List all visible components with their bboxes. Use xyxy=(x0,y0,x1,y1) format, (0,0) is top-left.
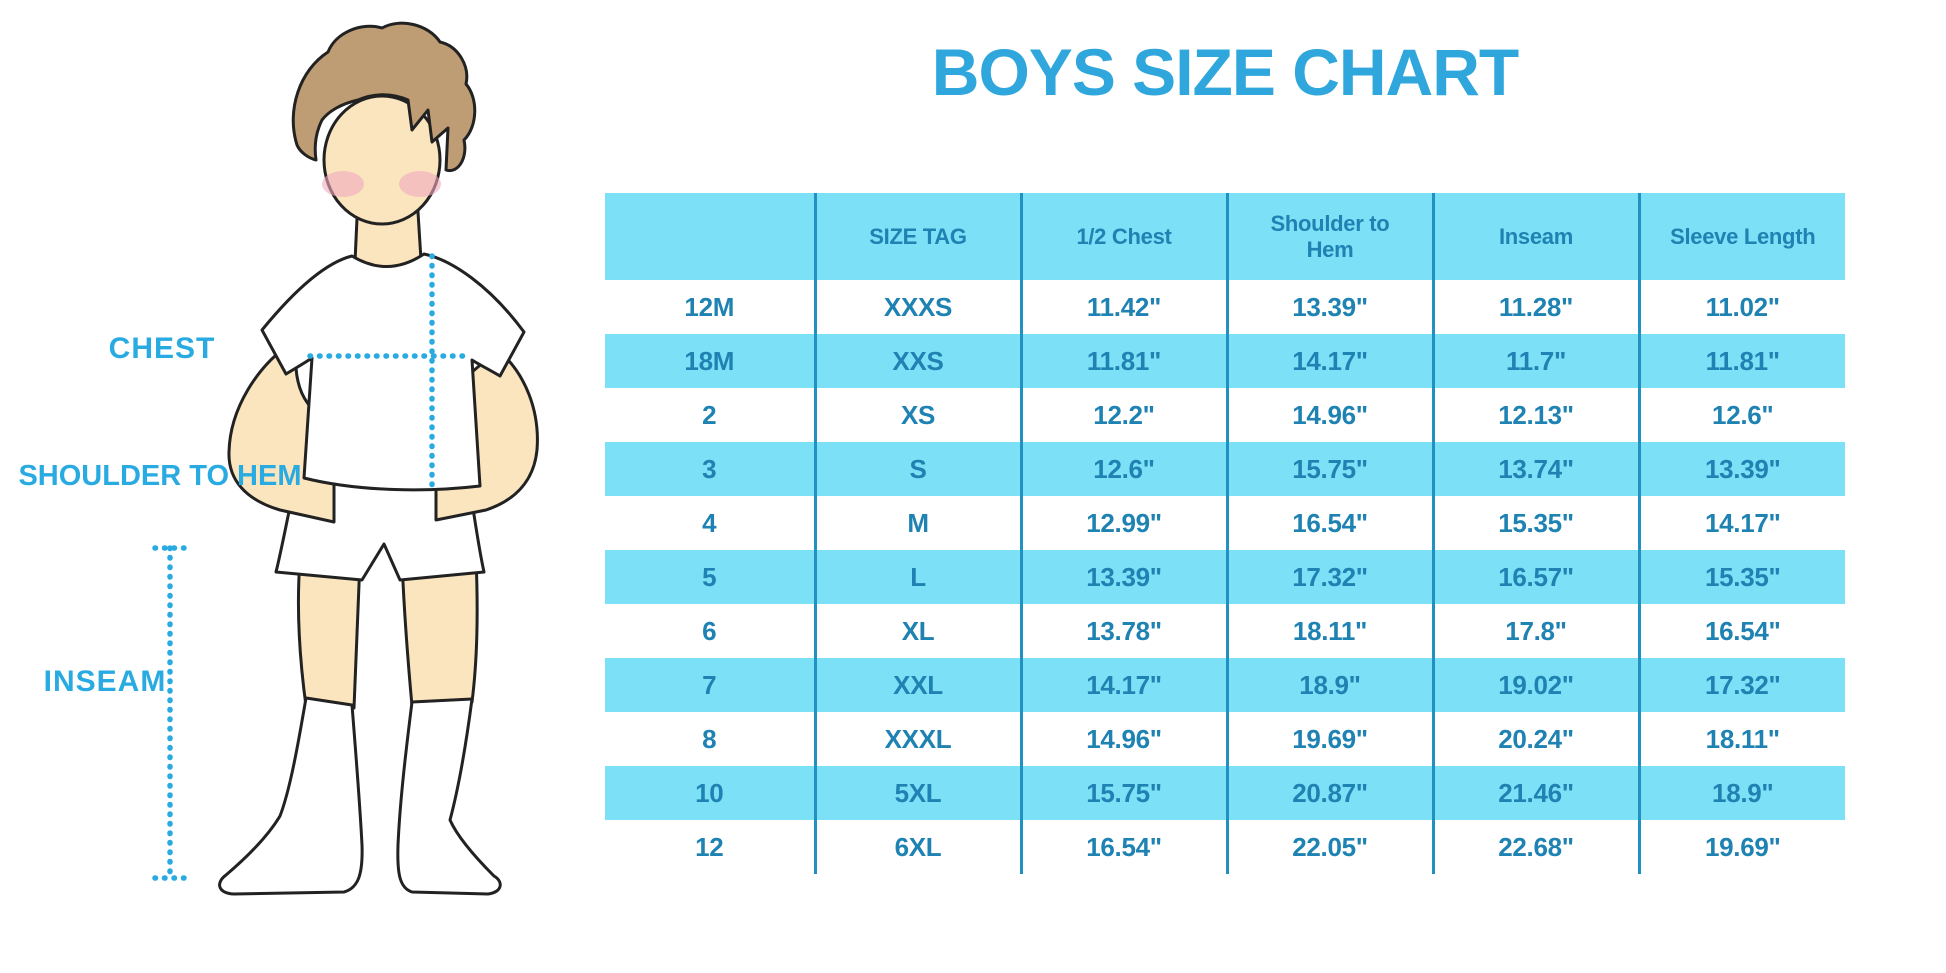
measurement-cell: XL xyxy=(813,604,1021,658)
measurement-cell: 18.9" xyxy=(1637,766,1845,820)
measurement-cell: 21.46" xyxy=(1431,766,1639,820)
measurement-cell: 13.78" xyxy=(1019,604,1227,658)
measurement-cell: 17.8" xyxy=(1431,604,1639,658)
measurement-cell: 17.32" xyxy=(1225,550,1433,604)
column-header-inseam: Inseam xyxy=(1431,193,1639,280)
measurement-cell: S xyxy=(813,442,1021,496)
measurement-cell: 11.42" xyxy=(1019,280,1227,334)
measurement-cell: 18.11" xyxy=(1225,604,1433,658)
table-row: 10 5XL 15.75" 20.87" 21.46" 18.9" xyxy=(605,766,1845,820)
measurement-cell: 11.81" xyxy=(1019,334,1227,388)
hair-shape xyxy=(291,21,477,173)
measurement-cell: 11.7" xyxy=(1431,334,1639,388)
size-cell: 10 xyxy=(695,777,724,808)
size-cell: 2 xyxy=(702,399,717,430)
measurement-cell: XS xyxy=(813,388,1021,442)
socks-shape xyxy=(218,696,502,896)
measurement-cell: 18.9" xyxy=(1225,658,1433,712)
measurement-cell: 16.57" xyxy=(1431,550,1639,604)
measurement-cell: 13.39" xyxy=(1019,550,1227,604)
measurement-cell: 11.28" xyxy=(1431,280,1639,334)
column-header-sleeve-length: Sleeve Length xyxy=(1637,193,1845,280)
measurement-cell: 12.2" xyxy=(1019,388,1227,442)
table-row: 8 XXXL 14.96" 19.69" 20.24" 18.11" xyxy=(605,712,1845,766)
table-row: 7 XXL 14.17" 18.9" 19.02" 17.32" xyxy=(605,658,1845,712)
shoulder-to-hem-label: SHOULDER TO HEM xyxy=(18,460,301,492)
page-title: BOYS SIZE CHART xyxy=(931,35,1519,109)
boy-measurement-diagram: CHEST SHOULDER TO HEM INSEAM xyxy=(18,21,539,896)
size-cell: 18M xyxy=(684,345,735,376)
measurement-cell: 13.74" xyxy=(1431,442,1639,496)
measurement-cell: 22.05" xyxy=(1225,820,1433,874)
size-cell: 7 xyxy=(702,669,717,700)
measurement-lines xyxy=(152,253,469,881)
measurement-cell: 6XL xyxy=(813,820,1021,874)
measurement-cell: 11.02" xyxy=(1637,280,1845,334)
measurement-cell: 14.17" xyxy=(1225,334,1433,388)
measurement-cell: 16.54" xyxy=(1019,820,1227,874)
column-header-size-tag: SIZE TAG xyxy=(813,193,1021,280)
measurement-cell: 15.75" xyxy=(1019,766,1227,820)
size-table: SIZE TAG 1/2 Chest Shoulder to Hem Insea… xyxy=(605,193,1845,874)
column-header-shoulder-to-hem: Shoulder to Hem xyxy=(1225,193,1433,280)
column-header-half-chest: 1/2 Chest xyxy=(1019,193,1227,280)
measurement-cell: M xyxy=(813,496,1021,550)
size-cell: 3 xyxy=(702,453,717,484)
size-cell: 6 xyxy=(702,615,717,646)
measurement-cell: 11.81" xyxy=(1637,334,1845,388)
legs-shape xyxy=(296,556,479,710)
measurement-cell: 5XL xyxy=(813,766,1021,820)
inseam-label: INSEAM xyxy=(44,665,167,698)
table-row: 5 L 13.39" 17.32" 16.57" 15.35" xyxy=(605,550,1845,604)
measurement-cell: 15.75" xyxy=(1225,442,1433,496)
measurement-cell: 22.68" xyxy=(1431,820,1639,874)
size-table-container: SIZE TAG 1/2 Chest Shoulder to Hem Insea… xyxy=(605,193,1845,874)
measurement-cell: 20.24" xyxy=(1431,712,1639,766)
measurement-cell: 16.54" xyxy=(1225,496,1433,550)
table-row: 12 6XL 16.54" 22.05" 22.68" 19.69" xyxy=(605,820,1845,874)
measurement-cell: 12.6" xyxy=(1019,442,1227,496)
measurement-cell: 14.96" xyxy=(1019,712,1227,766)
measurement-cell: 13.39" xyxy=(1225,280,1433,334)
measurement-cell: 19.69" xyxy=(1225,712,1433,766)
size-cell: 4 xyxy=(702,507,717,538)
measurement-cell: 19.02" xyxy=(1431,658,1639,712)
measurement-cell: 12.13" xyxy=(1431,388,1639,442)
table-row: 2 XS 12.2" 14.96" 12.13" 12.6" xyxy=(605,388,1845,442)
measurement-cell: 20.87" xyxy=(1225,766,1433,820)
measurement-cell: XXL xyxy=(813,658,1021,712)
blush-shape xyxy=(322,171,441,197)
measurement-cell: 14.96" xyxy=(1225,388,1433,442)
measurement-cell: 16.54" xyxy=(1637,604,1845,658)
measurement-cell: 12.99" xyxy=(1019,496,1227,550)
measurement-cell: 18.11" xyxy=(1637,712,1845,766)
table-row: 4 M 12.99" 16.54" 15.35" 14.17" xyxy=(605,496,1845,550)
chest-label: CHEST xyxy=(109,332,216,365)
table-row: 12M XXXS 11.42" 13.39" 11.28" 11.02" xyxy=(605,280,1845,334)
measurement-cell: 15.35" xyxy=(1431,496,1639,550)
measurement-cell: 19.69" xyxy=(1637,820,1845,874)
table-row: 18M XXS 11.81" 14.17" 11.7" 11.81" xyxy=(605,334,1845,388)
measurement-cell: 14.17" xyxy=(1019,658,1227,712)
size-cell: 8 xyxy=(702,723,717,754)
size-cell: 12M xyxy=(684,291,735,322)
size-cell: 12 xyxy=(695,831,724,862)
measurement-cell: 17.32" xyxy=(1637,658,1845,712)
measurement-cell: 13.39" xyxy=(1637,442,1845,496)
measurement-cell: XXXS xyxy=(813,280,1021,334)
table-row: 3 S 12.6" 15.75" 13.74" 13.39" xyxy=(605,442,1845,496)
measurement-cell: 12.6" xyxy=(1637,388,1845,442)
table-row: 6 XL 13.78" 18.11" 17.8" 16.54" xyxy=(605,604,1845,658)
measurement-cell: L xyxy=(813,550,1021,604)
size-cell: 5 xyxy=(702,561,717,592)
measurement-cell: XXS xyxy=(813,334,1021,388)
size-table-body: 12M XXXS 11.42" 13.39" 11.28" 11.02" 18M XXS 11.… xyxy=(605,280,1845,874)
column-header-size xyxy=(605,193,815,280)
measurement-cell: 15.35" xyxy=(1637,550,1845,604)
measurement-cell: 14.17" xyxy=(1637,496,1845,550)
table-header-row: SIZE TAG 1/2 Chest Shoulder to Hem Insea… xyxy=(605,193,1845,280)
measurement-cell: XXXL xyxy=(813,712,1021,766)
